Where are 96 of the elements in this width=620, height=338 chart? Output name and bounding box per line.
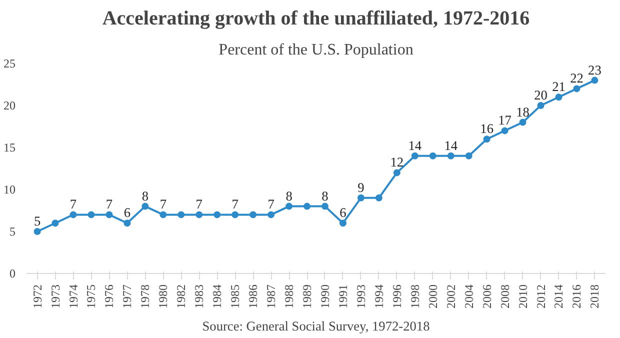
x-tick-label: 2002 xyxy=(444,284,458,308)
x-tick-label: 1998 xyxy=(408,284,422,308)
x-tick-label: 1978 xyxy=(138,284,152,308)
point xyxy=(214,211,221,218)
data-label: 7 xyxy=(106,196,113,212)
x-tick-label: 1993 xyxy=(354,284,368,308)
x-tick-label: 2010 xyxy=(516,284,530,308)
point xyxy=(519,118,526,126)
x-tick-label: 1985 xyxy=(228,284,242,308)
x-tick-label: 1996 xyxy=(390,284,404,308)
x-tick-label: 1990 xyxy=(318,284,332,308)
point xyxy=(88,211,95,218)
point xyxy=(232,211,239,218)
data-label: 20 xyxy=(534,88,548,102)
point xyxy=(160,211,167,218)
y-tick-label: 20 xyxy=(4,98,16,112)
x-tick-label: 1987 xyxy=(264,284,278,308)
point xyxy=(52,220,59,227)
data-label: 7 xyxy=(70,196,77,212)
point xyxy=(591,76,598,84)
data-label: 14 xyxy=(444,138,458,153)
data-label: 14 xyxy=(408,138,422,153)
point xyxy=(501,127,508,134)
point xyxy=(447,152,454,160)
chart-subtitle: Percent of the U.S. Population xyxy=(218,42,414,58)
x-tick-label: 1976 xyxy=(102,284,116,308)
x-tick-label: 2006 xyxy=(480,284,494,308)
data-label: 7 xyxy=(232,196,239,212)
y-tick-label: 25 xyxy=(4,56,16,70)
x-tick-label: 1977 xyxy=(120,284,134,308)
data-label: 12 xyxy=(390,154,404,170)
point xyxy=(483,136,490,143)
x-tick-label: 1986 xyxy=(246,284,260,308)
x-tick-label: 2016 xyxy=(570,284,584,308)
point xyxy=(34,228,41,235)
point xyxy=(124,220,131,227)
x-tick-label: 2008 xyxy=(498,284,512,308)
x-tick-label: 2018 xyxy=(588,284,602,308)
source-note: Source: General Social Survey, 1972-2018 xyxy=(202,318,430,334)
y-tick-label: 10 xyxy=(4,182,16,196)
data-label: 6 xyxy=(340,205,347,220)
data-label: 23 xyxy=(588,62,602,78)
x-tick-label: 2000 xyxy=(426,284,440,308)
point xyxy=(196,211,203,218)
point xyxy=(393,169,400,176)
data-label: 8 xyxy=(286,188,293,204)
point xyxy=(106,211,113,218)
data-label: 17 xyxy=(498,112,512,128)
x-tick-label: 1991 xyxy=(336,284,350,308)
x-tick-label: 2014 xyxy=(552,284,566,308)
point xyxy=(321,202,328,210)
x-tick-label: 1994 xyxy=(372,284,386,308)
data-label: 8 xyxy=(142,188,149,204)
point xyxy=(573,85,580,92)
data-label: 21 xyxy=(552,79,566,94)
data-label: 9 xyxy=(358,180,365,195)
x-tick-label: 1980 xyxy=(156,284,170,308)
point xyxy=(250,211,257,218)
data-label: 7 xyxy=(160,196,167,212)
x-tick-label: 1982 xyxy=(174,284,188,308)
x-tick-label: 2004 xyxy=(462,284,476,308)
point xyxy=(537,102,544,109)
data-label: 22 xyxy=(570,70,584,86)
point xyxy=(286,202,293,210)
point xyxy=(70,211,77,218)
data-label: 6 xyxy=(124,205,131,220)
point xyxy=(429,152,436,160)
data-label: 16 xyxy=(480,121,494,136)
y-tick-label: 0 xyxy=(10,266,16,280)
chart-title: Accelerating growth of the unaffiliated, 1972-2016 xyxy=(102,8,530,30)
x-tick-label: 1988 xyxy=(282,284,296,308)
point xyxy=(178,211,185,218)
point xyxy=(375,194,382,202)
point xyxy=(142,202,149,210)
x-tick-label: 2012 xyxy=(534,284,548,308)
point xyxy=(304,202,311,210)
x-tick-label: 1983 xyxy=(192,284,206,308)
x-tick-label: 1973 xyxy=(48,284,62,308)
point xyxy=(268,211,275,218)
x-tick-label: 1974 xyxy=(66,284,80,308)
x-tick-label: 1984 xyxy=(210,284,224,308)
data-label: 7 xyxy=(196,196,203,212)
data-label: 8 xyxy=(322,188,329,204)
data-label: 5 xyxy=(34,214,41,228)
y-tick-label: 5 xyxy=(10,224,16,238)
data-label: 18 xyxy=(516,104,530,120)
x-tick-label: 1989 xyxy=(300,284,314,308)
x-tick-label: 1975 xyxy=(84,284,98,308)
data-label: 7 xyxy=(268,196,275,212)
point xyxy=(357,194,364,202)
point xyxy=(339,220,346,227)
x-tick-label: 1972 xyxy=(30,284,44,308)
point xyxy=(555,94,562,101)
y-tick-label: 15 xyxy=(4,140,16,154)
point xyxy=(411,152,418,160)
point xyxy=(465,152,472,160)
